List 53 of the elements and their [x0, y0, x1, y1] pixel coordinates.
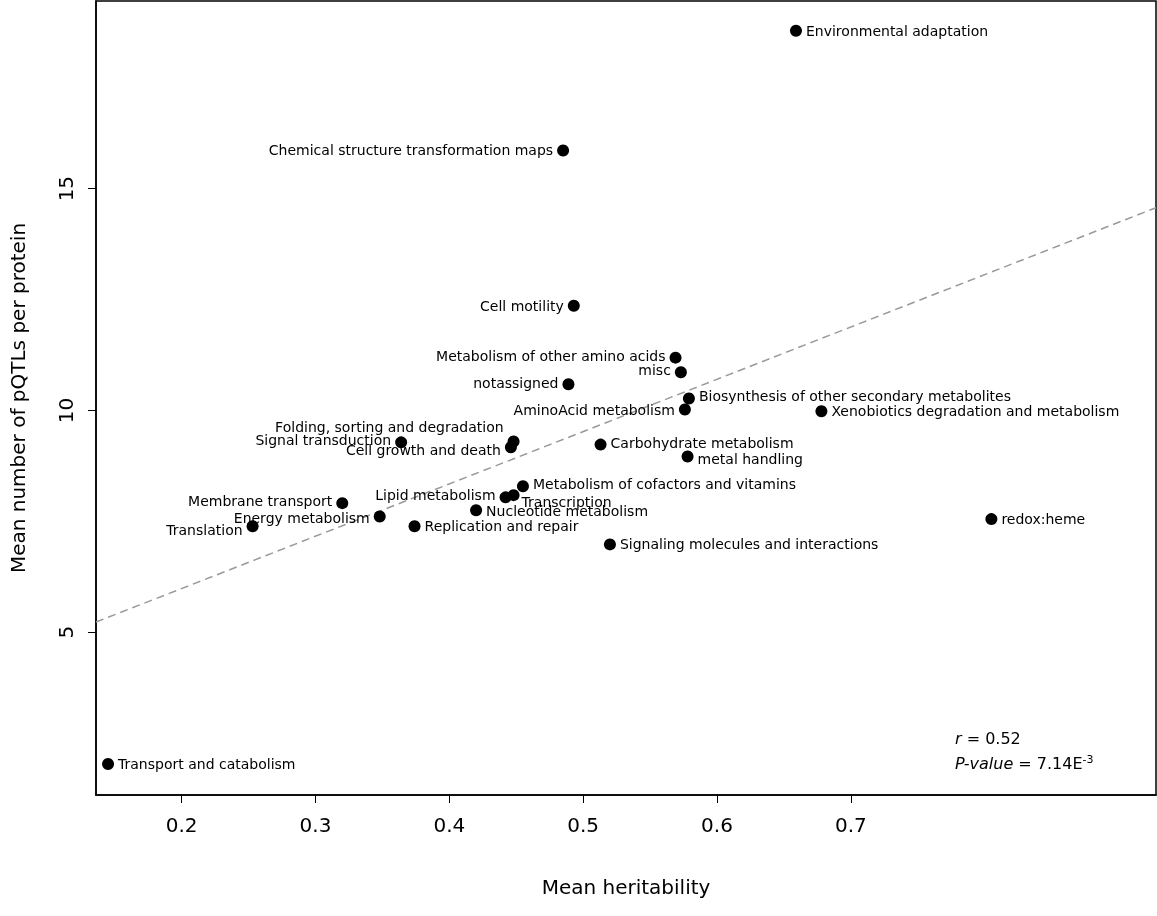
data-label: Membrane transport	[188, 493, 333, 510]
data-label: Folding, sorting and degradation	[275, 419, 504, 436]
x-tick-label: 0.6	[701, 813, 733, 837]
data-label: metal handling	[697, 450, 803, 467]
point	[408, 520, 421, 533]
x-tick-label: 0.4	[433, 813, 466, 837]
point	[504, 441, 517, 454]
point	[562, 378, 575, 391]
annotation: r = 0.52	[955, 728, 1021, 748]
point	[789, 24, 802, 37]
data-label: redox:heme	[1001, 511, 1086, 528]
data-label: Cell motility	[480, 297, 564, 314]
y-tick-label: 10	[54, 397, 78, 424]
data-label: Carbohydrate metabolism	[610, 434, 794, 451]
point	[594, 438, 607, 451]
data-label: misc	[638, 362, 671, 379]
point	[470, 504, 483, 517]
x-tick-label: 0.5	[567, 813, 600, 837]
point	[674, 366, 687, 379]
data-label: Biosynthesis of other secondary metabolites	[698, 388, 1011, 405]
data-label: Translation	[165, 522, 243, 539]
data-label: Metabolism of other amino acids	[436, 347, 666, 364]
point	[815, 405, 828, 418]
point	[507, 489, 520, 502]
point	[373, 510, 386, 523]
point	[557, 144, 570, 157]
point	[678, 403, 691, 416]
x-tick-label: 0.3	[299, 813, 332, 837]
point	[681, 450, 694, 463]
data-label: Xenobiotics degradation and metabolism	[831, 403, 1120, 420]
point	[336, 497, 349, 510]
data-label: Environmental adaptation	[805, 22, 989, 39]
x-tick-label: 0.2	[165, 813, 198, 837]
data-label: Replication and repair	[424, 518, 579, 535]
point	[682, 392, 695, 405]
y-axis-title: Mean number of pQTLs per protein	[6, 222, 30, 574]
data-label: Lipid metabolism	[375, 487, 496, 504]
data-label: AminoAcid metabolism	[513, 401, 675, 418]
point	[603, 538, 616, 551]
data-label: notassigned	[473, 375, 559, 392]
x-axis-title: Mean heritability	[541, 875, 711, 899]
x-tick-label: 0.7	[834, 813, 867, 837]
data-label: Signaling molecules and interactions	[619, 536, 879, 553]
point	[102, 757, 115, 770]
y-tick-label: 5	[54, 625, 78, 639]
point	[985, 513, 998, 526]
data-label: Metabolism of cofactors and vitamins	[532, 476, 797, 493]
point	[516, 480, 529, 493]
data-label: Transport and catabolism	[117, 755, 296, 772]
y-tick-label: 15	[54, 175, 78, 202]
point	[567, 299, 580, 312]
point	[669, 351, 682, 364]
data-label: Chemical structure transformation maps	[268, 142, 554, 159]
